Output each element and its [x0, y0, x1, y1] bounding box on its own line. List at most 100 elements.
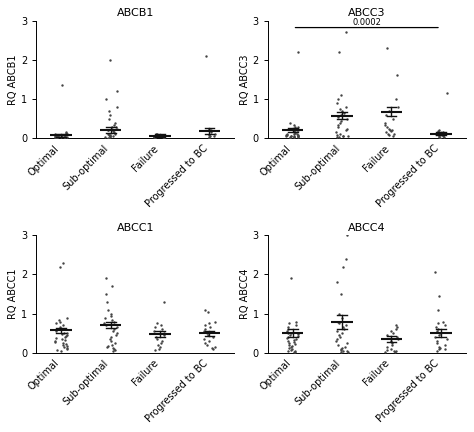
- Point: [59, 322, 67, 329]
- Point: [59, 131, 66, 138]
- Point: [286, 332, 294, 339]
- Point: [64, 314, 71, 321]
- Point: [63, 130, 71, 137]
- Point: [63, 343, 70, 349]
- Point: [335, 48, 343, 55]
- Point: [63, 130, 70, 137]
- Point: [159, 134, 167, 141]
- Point: [283, 328, 291, 335]
- Point: [294, 133, 302, 140]
- Point: [158, 132, 165, 139]
- Point: [154, 130, 161, 137]
- Point: [431, 334, 439, 341]
- Point: [61, 132, 68, 139]
- Point: [338, 314, 346, 321]
- Point: [441, 322, 449, 329]
- Point: [343, 322, 350, 329]
- Point: [387, 328, 395, 335]
- Point: [295, 133, 302, 140]
- Point: [104, 134, 112, 141]
- Point: [211, 318, 219, 325]
- Point: [337, 111, 345, 118]
- Point: [55, 132, 62, 139]
- Point: [62, 341, 70, 348]
- Point: [60, 134, 68, 141]
- Point: [284, 324, 292, 331]
- Point: [338, 345, 346, 352]
- Point: [55, 133, 62, 140]
- Point: [55, 316, 63, 323]
- Point: [294, 134, 301, 141]
- Point: [107, 312, 115, 319]
- Point: [52, 320, 60, 327]
- Point: [342, 29, 349, 36]
- Point: [335, 310, 343, 317]
- Point: [158, 326, 166, 333]
- Point: [436, 127, 443, 134]
- Point: [160, 332, 167, 339]
- Point: [389, 342, 396, 349]
- Point: [103, 291, 110, 298]
- Point: [287, 275, 294, 282]
- Point: [388, 340, 395, 346]
- Point: [291, 347, 298, 354]
- Point: [284, 338, 292, 345]
- Point: [109, 345, 117, 352]
- Point: [113, 330, 121, 337]
- Point: [109, 347, 117, 354]
- Point: [57, 347, 65, 354]
- Point: [112, 332, 120, 339]
- Point: [150, 134, 158, 141]
- Point: [388, 126, 396, 133]
- Point: [56, 324, 64, 331]
- Point: [284, 334, 292, 341]
- Point: [110, 318, 118, 325]
- Y-axis label: RQ ABCC3: RQ ABCC3: [240, 54, 250, 105]
- Point: [160, 330, 167, 337]
- Point: [103, 95, 110, 102]
- Point: [342, 103, 349, 110]
- Point: [204, 342, 211, 349]
- Point: [106, 132, 114, 139]
- Point: [285, 329, 292, 336]
- Point: [333, 336, 340, 343]
- Point: [58, 132, 65, 139]
- Point: [110, 129, 118, 136]
- Point: [105, 131, 113, 138]
- Point: [290, 339, 298, 346]
- Point: [389, 133, 397, 140]
- Point: [157, 133, 165, 140]
- Point: [111, 119, 118, 126]
- Point: [335, 121, 342, 128]
- Point: [206, 320, 213, 327]
- Point: [444, 336, 451, 343]
- Point: [441, 342, 449, 349]
- Point: [105, 126, 112, 133]
- Point: [63, 345, 71, 352]
- Point: [390, 131, 397, 138]
- Point: [387, 338, 395, 345]
- Point: [56, 318, 64, 325]
- Point: [292, 336, 299, 343]
- Point: [113, 103, 121, 110]
- Point: [59, 342, 66, 349]
- Point: [111, 346, 119, 353]
- Point: [433, 340, 441, 346]
- Point: [288, 132, 295, 139]
- Point: [334, 342, 341, 349]
- Point: [210, 346, 217, 353]
- Point: [435, 134, 443, 141]
- Point: [339, 324, 346, 331]
- Point: [335, 332, 343, 339]
- Point: [287, 330, 295, 337]
- Title: ABCB1: ABCB1: [117, 8, 154, 18]
- Point: [339, 347, 347, 354]
- Point: [440, 133, 448, 140]
- Point: [151, 134, 158, 141]
- Point: [433, 338, 440, 345]
- Y-axis label: RQ ABCC4: RQ ABCC4: [240, 269, 250, 319]
- Point: [291, 132, 298, 139]
- Point: [53, 346, 61, 353]
- Point: [287, 133, 295, 140]
- Point: [53, 133, 60, 140]
